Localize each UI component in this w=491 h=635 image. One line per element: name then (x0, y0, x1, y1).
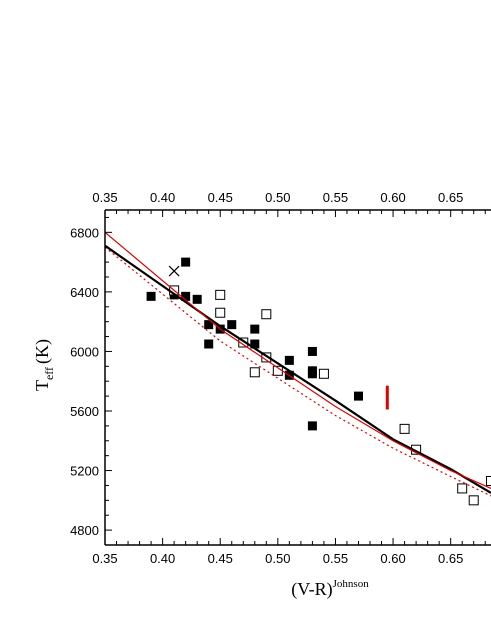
open-square-point (215, 289, 226, 300)
x-tick-label-top: 0.35 (92, 190, 117, 205)
filled-square-point (204, 339, 214, 349)
open-square-point (318, 368, 329, 379)
filled-square-point (192, 294, 202, 304)
open-square-point (238, 337, 249, 348)
plot-area (105, 231, 491, 506)
filled-square-point (307, 421, 317, 431)
fit-line-black (105, 244, 491, 494)
x-tick-label-top: 0.60 (380, 190, 405, 205)
x-tick-label-bottom: 0.65 (438, 551, 463, 566)
y-tick-label: 6000 (70, 344, 99, 359)
filled-square-point (204, 320, 214, 330)
cross-point (168, 265, 180, 277)
open-square-point (215, 307, 226, 318)
filled-square-point (250, 339, 260, 349)
x-tick-label-bottom: 0.50 (265, 551, 290, 566)
y-tick-label: 6800 (70, 225, 99, 240)
filled-square-point (307, 346, 317, 356)
y-tick-label: 5200 (70, 464, 99, 479)
filled-square-point (181, 291, 191, 301)
open-square-point (457, 483, 468, 494)
x-tick-label-bottom: 0.45 (208, 551, 233, 566)
open-square-point (486, 475, 491, 486)
x-tick-label-top: 0.45 (208, 190, 233, 205)
x-tick-label-bottom: 0.60 (380, 551, 405, 566)
x-tick-label-top: 0.40 (150, 190, 175, 205)
x-tick-label-top: 0.50 (265, 190, 290, 205)
x-tick-label-top: 0.65 (438, 190, 463, 205)
filled-square-point (181, 257, 191, 267)
x-tick-label-top: 0.55 (323, 190, 348, 205)
y-tick-label: 5600 (70, 404, 99, 419)
x-tick-label-bottom: 0.40 (150, 551, 175, 566)
x-tick-label-bottom: 0.35 (92, 551, 117, 566)
open-square-point (399, 423, 410, 434)
y-tick-label: 6400 (70, 285, 99, 300)
filled-square-point (353, 391, 363, 401)
filled-square-point (284, 355, 294, 365)
filled-square-point (307, 369, 317, 379)
cross-stroke (168, 265, 180, 277)
x-axis-label: (V-R)Johnson (291, 578, 369, 600)
filled-square-point (227, 320, 237, 330)
y-axis-label: Teff(K) (32, 339, 56, 391)
y-tick-label: 4800 (70, 523, 99, 538)
filled-square-point (250, 324, 260, 334)
open-square-point (468, 495, 479, 506)
fit-line-red-dotted (105, 246, 491, 497)
filled-square-point (146, 291, 156, 301)
x-tick-label-bottom: 0.55 (323, 551, 348, 566)
open-square-point (249, 367, 260, 378)
axes: 0.35 0.35 0.40 0.40 0.45 0.45 0.50 0.50 0.55 0.55… (70, 190, 491, 566)
open-square-point (261, 309, 272, 320)
fit-line-red (105, 231, 491, 489)
